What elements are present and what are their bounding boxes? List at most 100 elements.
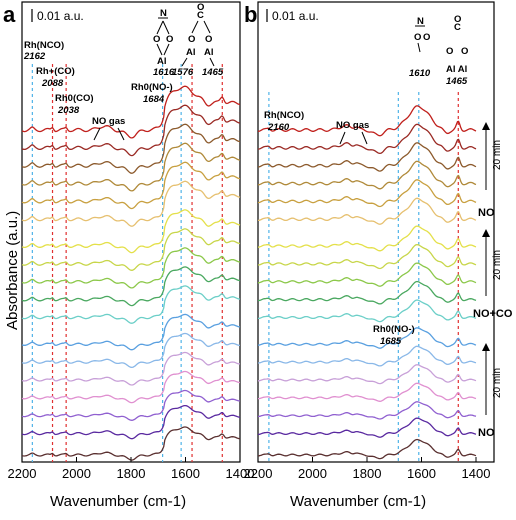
x-tick-label-1800: 1800 [353,466,382,481]
spectrum-series-14 [258,364,477,385]
svg-text:O: O [188,34,195,45]
ann-a-1576: 1576 [172,67,194,78]
spectrum-series-15 [258,382,477,402]
time-label-1: 20 min [492,140,503,170]
spectrum-series-10 [21,266,241,307]
spectrum-series-18 [21,426,241,461]
svg-text:O: O [153,34,160,45]
ann-a-nogas: NO gas [92,116,125,127]
x-axis-label-a: Wavenumber (cm-1) [50,493,186,510]
ann-a-al: Al [157,56,167,67]
ann-a-1684: 1684 [143,94,165,105]
spectrum-series-13 [21,332,241,369]
structure-a-co: C O O O Al Al 1576 1465 [172,2,224,78]
svg-text:Al: Al [204,47,214,58]
ann-b-nogas: NO gas [336,120,369,131]
svg-text:N: N [160,8,167,19]
panel-a-plot [21,64,241,462]
x-tick-label-1400: 1400 [226,466,255,481]
side-label-no-top: NO [478,207,495,219]
spectrum-series-9 [21,247,241,289]
spectrum-series-5 [257,179,477,208]
spectrum-series-17 [21,404,241,440]
ann-a-2088: 2088 [41,78,64,89]
spectrum-series-9 [257,262,477,287]
ann-b-nogas-arrows [339,131,368,145]
time-label-3: 20 min [492,368,503,398]
scale-text-a: 0.01 a.u. [37,9,84,23]
svg-text:O: O [423,32,430,43]
spectrum-series-16 [21,389,241,421]
spectrum-series-7 [258,225,477,252]
spectrum-series-10 [257,280,477,305]
time-arrow-1: 20 min [482,122,503,190]
ann-a-2038: 2038 [57,105,80,116]
ann-b-alal: Al Al [446,64,467,75]
spectrum-series-4 [257,160,477,190]
svg-text:C: C [197,10,204,21]
svg-text:N: N [417,16,424,27]
spectrum-series-2 [257,123,477,155]
spectrum-series-17 [257,417,477,438]
ann-a-1616: 1616 [153,67,175,78]
ann-a-nogas-arrows [93,127,125,141]
side-label-no-bottom: NO [478,427,495,439]
svg-text:O: O [166,34,173,45]
ann-b-1610: 1610 [409,68,431,79]
ann-b-rhnco: Rh(NCO) [264,110,304,121]
svg-text:O: O [446,46,453,57]
spectrum-series-7 [21,209,241,254]
side-label-noco: NO+CO [473,308,513,320]
spectrum-series-8 [21,228,241,271]
y-axis-label: Absorbance (a.u.) [4,211,21,330]
spectrum-series-3 [21,123,241,174]
ann-a-2162: 2162 [23,51,46,62]
ann-a-1465: 1465 [202,67,224,78]
spectrum-series-8 [257,243,477,270]
ann-a-rhplus: Rh+(CO) [36,66,75,77]
x-tick-label-2200: 2200 [244,466,273,481]
structure-a-1616: N O O Al 1616 [153,8,175,78]
ann-b-1465: 1465 [446,76,468,87]
x-tick-label-1600: 1600 [171,466,200,481]
x-tick-label-1800: 1800 [117,466,146,481]
structure-b-1610: N O O 1610 [409,16,431,79]
panel-b-frame [257,1,495,463]
svg-text:O: O [197,2,204,13]
svg-text:O: O [454,14,461,25]
spectrum-series-11 [21,285,241,324]
svg-text:Al: Al [186,47,196,58]
x-tick-label-1400: 1400 [462,466,491,481]
time-arrow-2: 20 min [482,229,503,296]
spectrum-series-1 [257,105,477,137]
structure-b-1465: C O O O Al Al 1465 [446,14,468,87]
scale-text-b: 0.01 a.u. [272,9,319,23]
time-label-2: 20 min [492,250,503,280]
ann-b-rh0no: Rh0(NO-) [373,324,415,335]
svg-text:O: O [414,32,421,43]
x-tick-label-2000: 2000 [298,466,327,481]
ann-a-rhnco: Rh(NCO) [24,40,64,51]
spectrum-series-2 [21,104,241,157]
ann-a-rh0no: Rh0(NO-) [131,82,173,93]
svg-text:O: O [205,34,212,45]
spectrum-series-11 [258,299,477,323]
x-tick-label-2000: 2000 [62,466,91,481]
spectrum-series-1 [21,85,241,139]
x-axis-label-b: Wavenumber (cm-1) [290,493,426,510]
spectrum-series-6 [21,180,241,227]
spectrum-series-13 [257,345,477,367]
panel-a-letter: a [3,2,16,27]
spectrum-series-5 [21,161,241,210]
spectrum-series-12 [21,313,241,351]
svg-text:C: C [454,22,461,33]
spectrum-series-6 [257,197,477,225]
x-ticks-b: 2200 2000 1800 1600 1400 [244,457,491,481]
svg-text:O: O [461,46,468,57]
ann-b-1685: 1685 [380,336,402,347]
spectrum-series-16 [257,401,477,420]
spectrum-series-14 [21,351,241,386]
spectrum-series-3 [258,142,477,172]
spectrum-series-18 [258,438,477,460]
